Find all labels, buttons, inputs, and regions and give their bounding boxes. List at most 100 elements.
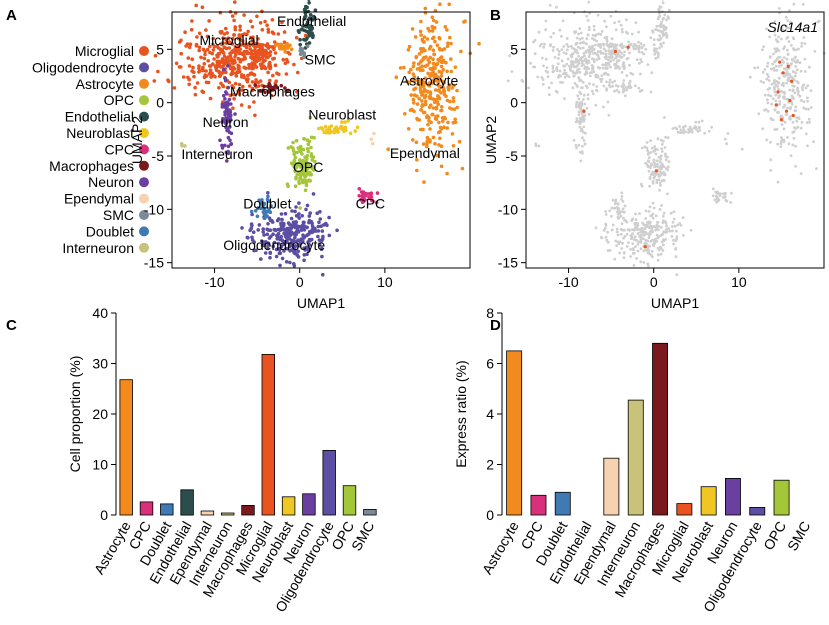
umap-point-astrocyte (427, 29, 432, 33)
umap-point-microglial (544, 57, 548, 61)
umap-point-oligodendrocyte (278, 228, 283, 232)
umap-point-microglial (604, 61, 608, 65)
legend-swatch (139, 144, 149, 155)
umap-point-endothelial (303, 24, 308, 29)
umap-point-oligodendrocyte (302, 246, 306, 250)
umap-point-microglial (250, 63, 255, 68)
umap-point-oligodendrocyte (295, 224, 300, 229)
umap-point-astrocyte (784, 25, 788, 28)
umap-point-microglial (250, 80, 255, 84)
umap-point-neuron (580, 112, 584, 115)
umap-point-astrocyte (795, 80, 799, 83)
umap-point-endothelial (307, 1, 311, 5)
umap-point-microglial (248, 47, 252, 51)
umap-point-microglial (272, 56, 277, 61)
umap-point-endothelial (665, 18, 668, 22)
umap-point-microglial (541, 78, 545, 81)
y-tick-label: 30 (92, 356, 108, 372)
umap-point-oligodendrocyte (307, 248, 311, 253)
umap-point-oligodendrocyte (632, 264, 636, 267)
umap-point-ependymal (726, 132, 730, 135)
umap-point-oligodendrocyte (636, 249, 640, 253)
umap-point-microglial (234, 47, 239, 51)
umap-point-microglial (208, 68, 213, 72)
umap-point-microglial (575, 41, 579, 45)
umap-point-endothelial (305, 20, 310, 24)
umap-point-doublet (615, 210, 619, 214)
umap-point-microglial (654, 57, 658, 60)
umap-point-astrocyte (757, 112, 761, 116)
umap-point-microglial (230, 14, 235, 18)
umap-point-microglial (572, 30, 576, 34)
umap-point-microglial (602, 43, 606, 47)
umap-point-microglial (203, 52, 207, 57)
umap-point-microglial (607, 49, 611, 52)
y-axis-label: UMAP2 (483, 116, 499, 164)
umap-point-oligodendrocyte (646, 245, 649, 249)
umap-point-neuron (580, 86, 584, 89)
umap-point-opc (644, 161, 648, 165)
umap-point-microglial (561, 19, 565, 23)
umap-point-interneuron (534, 142, 538, 146)
umap-point-oligodendrocyte (321, 272, 325, 277)
umap-point-astrocyte (800, 41, 804, 45)
cluster-label: Astrocyte (400, 73, 459, 89)
umap-point-opc (298, 174, 303, 179)
bar-endothelial (180, 489, 194, 516)
umap-point-endothelial (655, 24, 659, 28)
umap-point-microglial (565, 74, 569, 77)
umap-point-neuroblast (679, 128, 683, 132)
umap-point-neuron (574, 105, 578, 109)
umap-point-neuron (224, 116, 228, 120)
umap-point-microglial (252, 100, 256, 104)
expressing-cell-point (781, 71, 785, 75)
umap-point-microglial (217, 70, 222, 75)
umap-point-opc (660, 171, 663, 175)
umap-point-microglial (558, 69, 562, 73)
expressing-cell-point (654, 169, 658, 173)
umap-point-opc (664, 152, 667, 156)
umap-point-astrocyte (783, 103, 787, 107)
umap-point-doublet (616, 202, 620, 206)
umap-point-astrocyte (414, 55, 419, 60)
umap-point-microglial (267, 62, 272, 66)
umap-point-astrocyte (807, 117, 811, 121)
umap-point-oligodendrocyte (636, 232, 640, 235)
umap-point-oligodendrocyte (307, 218, 312, 223)
umap-point-microglial (565, 62, 569, 66)
umap-point-astrocyte (777, 76, 781, 80)
umap-point-neuron (233, 112, 237, 116)
umap-point-opc (660, 154, 663, 158)
umap-point-oligodendrocyte (291, 239, 296, 243)
expressing-cell-point (791, 113, 795, 118)
umap-point-microglial (174, 61, 179, 66)
umap-point-astrocyte (409, 93, 414, 97)
umap-point-oligodendrocyte (296, 230, 301, 234)
umap-point-microglial (592, 24, 596, 28)
umap-point-microglial (265, 55, 269, 59)
umap-point-microglial (190, 19, 194, 23)
umap-point-neuron (577, 77, 581, 80)
umap-point-astrocyte (787, 76, 791, 80)
umap-point-oligodendrocyte (302, 220, 306, 225)
umap-point-astrocyte (451, 144, 456, 148)
umap-point-opc (660, 167, 663, 170)
umap-point-microglial (218, 30, 223, 34)
umap-point-oligodendrocyte (279, 212, 284, 216)
umap-point-oligodendrocyte (250, 235, 254, 240)
umap-point-microglial (595, 58, 599, 61)
umap-point-microglial (217, 86, 221, 90)
umap-point-astrocyte (802, 83, 806, 87)
umap-point-microglial (296, 70, 300, 75)
umap-point-microglial (627, 82, 631, 85)
umap-point-oligodendrocyte (674, 247, 678, 250)
umap-point-astrocyte (431, 18, 436, 23)
umap-point-microglial (197, 45, 202, 50)
umap-point-endothelial (299, 27, 304, 32)
umap-point-astrocyte (427, 84, 432, 88)
umap-point-microglial (607, 61, 610, 65)
bar-ependymal (603, 457, 620, 516)
umap-point-oligodendrocyte (631, 232, 634, 236)
umap-point-opc (652, 161, 656, 164)
